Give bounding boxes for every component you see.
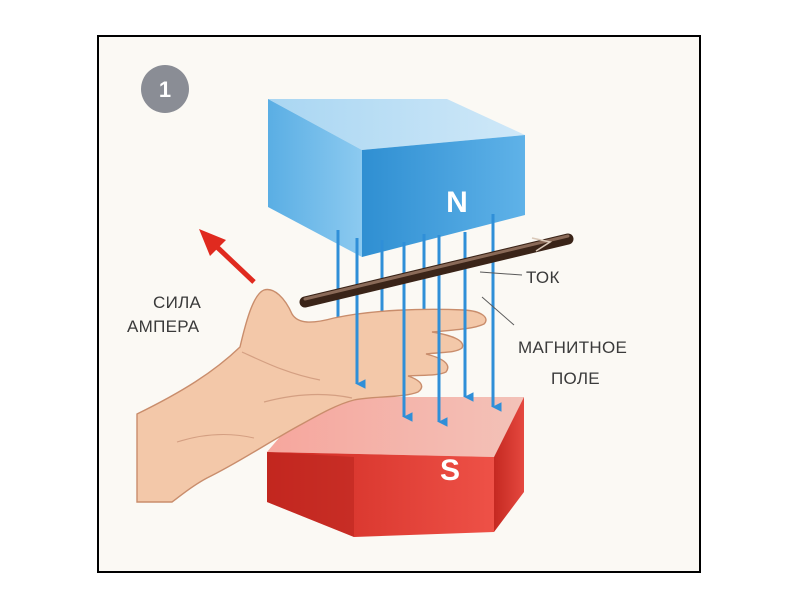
figure-frame: 1 S N bbox=[97, 35, 701, 573]
figure-number-badge: 1 bbox=[141, 65, 189, 113]
figure-number: 1 bbox=[159, 77, 171, 102]
force-label-line1: СИЛА bbox=[153, 293, 202, 312]
current-direction-arrow bbox=[531, 237, 553, 252]
ampere-force-arrow bbox=[199, 229, 256, 284]
south-pole-label: S bbox=[440, 454, 460, 487]
north-magnet: N bbox=[268, 99, 525, 257]
force-label-line2: АМПЕРА bbox=[127, 317, 200, 336]
field-label-line1: МАГНИТНОЕ bbox=[518, 338, 627, 357]
ampere-force-diagram: 1 S N bbox=[127, 65, 627, 537]
current-conductor bbox=[299, 233, 574, 308]
field-leader-line bbox=[481, 296, 515, 326]
north-pole-label: N bbox=[446, 186, 468, 219]
current-label: ТОК bbox=[526, 268, 560, 287]
field-label-line2: ПОЛЕ bbox=[551, 369, 600, 388]
left-hand bbox=[136, 288, 487, 503]
current-leader-line bbox=[479, 271, 523, 276]
south-magnet: S bbox=[267, 397, 524, 537]
